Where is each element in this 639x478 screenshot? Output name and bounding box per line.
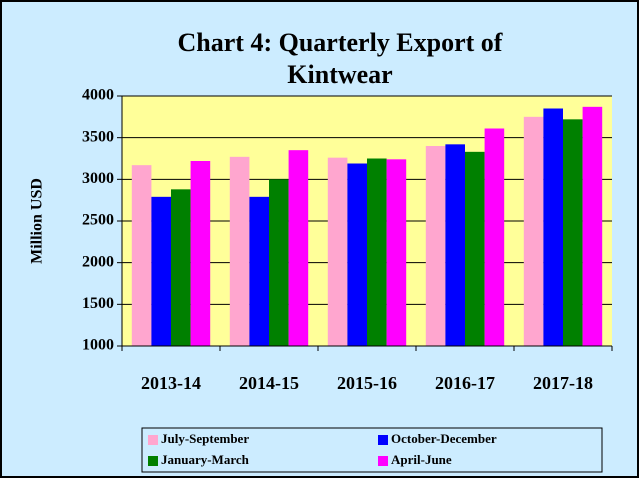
legend [141, 427, 603, 473]
bar [425, 146, 446, 346]
x-tick-label: 2015-16 [337, 373, 397, 393]
bar [249, 196, 269, 346]
legend-label: October-December [391, 431, 497, 446]
legend-label: January-March [161, 452, 250, 467]
legend-swatch [378, 435, 388, 445]
y-tick-label: 1000 [82, 337, 114, 354]
bar [151, 196, 171, 346]
bar [229, 156, 250, 346]
y-tick-label: 4000 [82, 87, 114, 104]
bar [288, 150, 309, 346]
bar [131, 165, 152, 346]
y-tick-label: 2500 [82, 212, 114, 229]
legend-swatch [148, 456, 158, 466]
y-tick-label: 2000 [82, 253, 114, 270]
bar [171, 189, 191, 346]
x-tick-label: 2016-17 [435, 373, 495, 393]
bar [543, 108, 563, 346]
x-tick-label: 2013-14 [141, 373, 201, 393]
legend-swatch [148, 435, 158, 445]
legend-label: April-June [391, 452, 452, 467]
legend-swatch [378, 456, 388, 466]
bar [484, 128, 505, 346]
x-tick-label: 2014-15 [239, 373, 299, 393]
y-tick-label: 3000 [82, 170, 114, 187]
bar [582, 106, 603, 346]
bar [347, 163, 367, 346]
legend-label: July-September [161, 431, 249, 446]
chart-title: Chart 4: Quarterly Export of [178, 28, 503, 57]
bar [367, 158, 387, 346]
chart-title: Kintwear [287, 60, 392, 89]
y-axis-label: Million USD [29, 178, 46, 264]
bar [523, 116, 544, 346]
bar [327, 157, 348, 346]
bar [445, 144, 465, 346]
bar [563, 119, 583, 346]
y-tick-label: 1500 [82, 295, 114, 312]
x-tick-label: 2017-18 [533, 373, 593, 393]
bar [269, 179, 289, 346]
bar [190, 161, 211, 346]
bar [465, 151, 485, 346]
bar [386, 159, 407, 346]
y-tick-label: 3500 [82, 128, 114, 145]
